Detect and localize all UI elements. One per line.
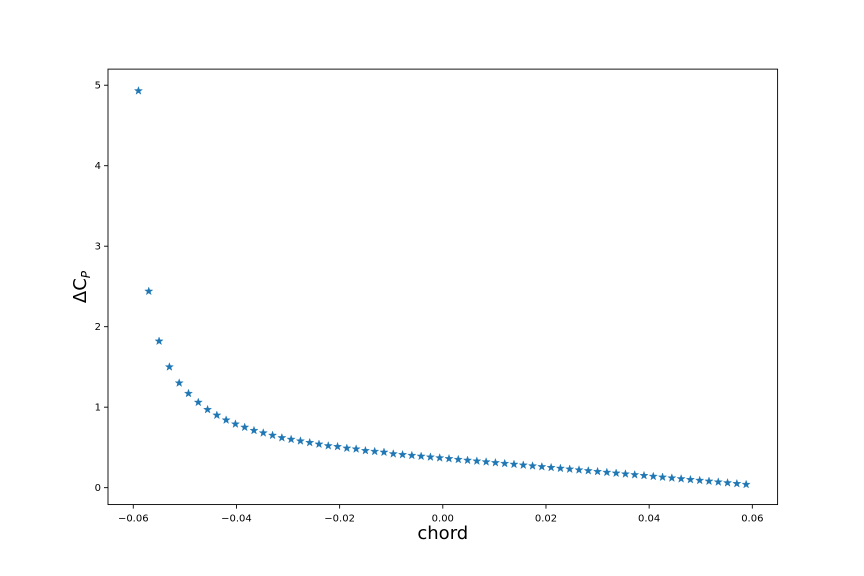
data-point <box>667 473 677 482</box>
data-point <box>388 449 398 458</box>
data-point <box>509 459 519 469</box>
data-point <box>741 479 751 489</box>
data-point <box>704 476 714 486</box>
data-point <box>202 404 213 414</box>
data-point <box>240 422 250 432</box>
data-point <box>286 434 296 444</box>
y-tick-label: 5 <box>95 81 101 92</box>
y-tick-label: 2 <box>95 322 101 333</box>
data-point <box>249 425 259 435</box>
data-point <box>314 439 324 449</box>
data-point <box>611 468 621 478</box>
data-point <box>732 478 742 488</box>
data-point <box>713 477 723 486</box>
data-point <box>639 470 649 480</box>
data-point <box>370 446 380 456</box>
data-point <box>435 453 445 462</box>
data-points <box>133 86 751 489</box>
data-point <box>164 362 174 371</box>
data-point <box>193 397 203 407</box>
data-point <box>305 437 315 447</box>
data-point <box>379 447 389 457</box>
y-ticks: 0 1 2 3 4 5 <box>95 81 108 494</box>
data-point <box>685 474 695 484</box>
data-point <box>212 410 222 420</box>
data-point <box>583 465 593 475</box>
data-point <box>546 462 556 472</box>
data-point <box>323 441 333 450</box>
y-tick-label: 4 <box>95 161 101 172</box>
data-point <box>620 469 630 478</box>
data-point <box>723 478 733 487</box>
data-point <box>221 415 231 424</box>
x-tick-label: −0.04 <box>221 514 252 525</box>
data-point <box>360 445 370 455</box>
data-point <box>407 450 417 460</box>
data-point <box>425 452 435 461</box>
data-point <box>537 461 547 471</box>
y-axis-label-sub: P <box>79 270 93 278</box>
data-point <box>695 475 705 485</box>
y-axis-label-main: ΔC <box>70 278 91 303</box>
data-point <box>230 419 240 428</box>
x-tick-label: 0.02 <box>535 514 557 525</box>
data-point <box>133 86 144 95</box>
x-tick-label: 0.04 <box>638 514 660 525</box>
data-point <box>528 461 538 470</box>
data-point <box>555 463 565 473</box>
data-point <box>342 443 352 453</box>
data-point <box>490 457 500 467</box>
x-axis-label: chord <box>417 523 468 544</box>
data-point <box>154 336 164 346</box>
data-point <box>676 474 686 483</box>
y-tick-label: 0 <box>95 483 101 494</box>
data-point <box>295 436 305 445</box>
y-tick-label: 3 <box>95 242 101 253</box>
data-point <box>648 471 658 481</box>
data-point <box>174 378 184 387</box>
data-point <box>630 469 640 479</box>
data-point <box>658 472 668 482</box>
x-tick-label: −0.06 <box>118 514 149 525</box>
y-axis-label: ΔCP <box>70 270 93 303</box>
data-point <box>267 430 278 440</box>
x-tick-label: 0.06 <box>741 514 763 525</box>
data-point <box>444 453 454 463</box>
data-point <box>518 460 528 470</box>
y-tick-label: 1 <box>95 403 101 414</box>
data-point <box>183 388 194 398</box>
data-point <box>332 441 343 451</box>
data-point <box>453 454 463 464</box>
plot-area-frame <box>107 68 779 506</box>
data-point <box>277 432 287 442</box>
data-point <box>593 466 603 476</box>
data-point <box>574 465 584 474</box>
data-point <box>463 455 473 465</box>
data-point <box>144 286 154 296</box>
data-point <box>481 457 491 466</box>
x-ticks: −0.06 −0.04 −0.02 0.00 0.02 0.04 0.06 <box>118 504 763 525</box>
x-tick-label: −0.02 <box>324 514 355 525</box>
data-point <box>397 449 408 459</box>
data-point <box>416 451 426 461</box>
data-point <box>565 464 575 474</box>
data-point <box>472 456 482 465</box>
data-point <box>258 428 268 437</box>
data-point <box>351 444 361 453</box>
data-point <box>500 458 510 468</box>
data-point <box>602 467 612 477</box>
x-tick-label: 0.00 <box>432 514 454 525</box>
